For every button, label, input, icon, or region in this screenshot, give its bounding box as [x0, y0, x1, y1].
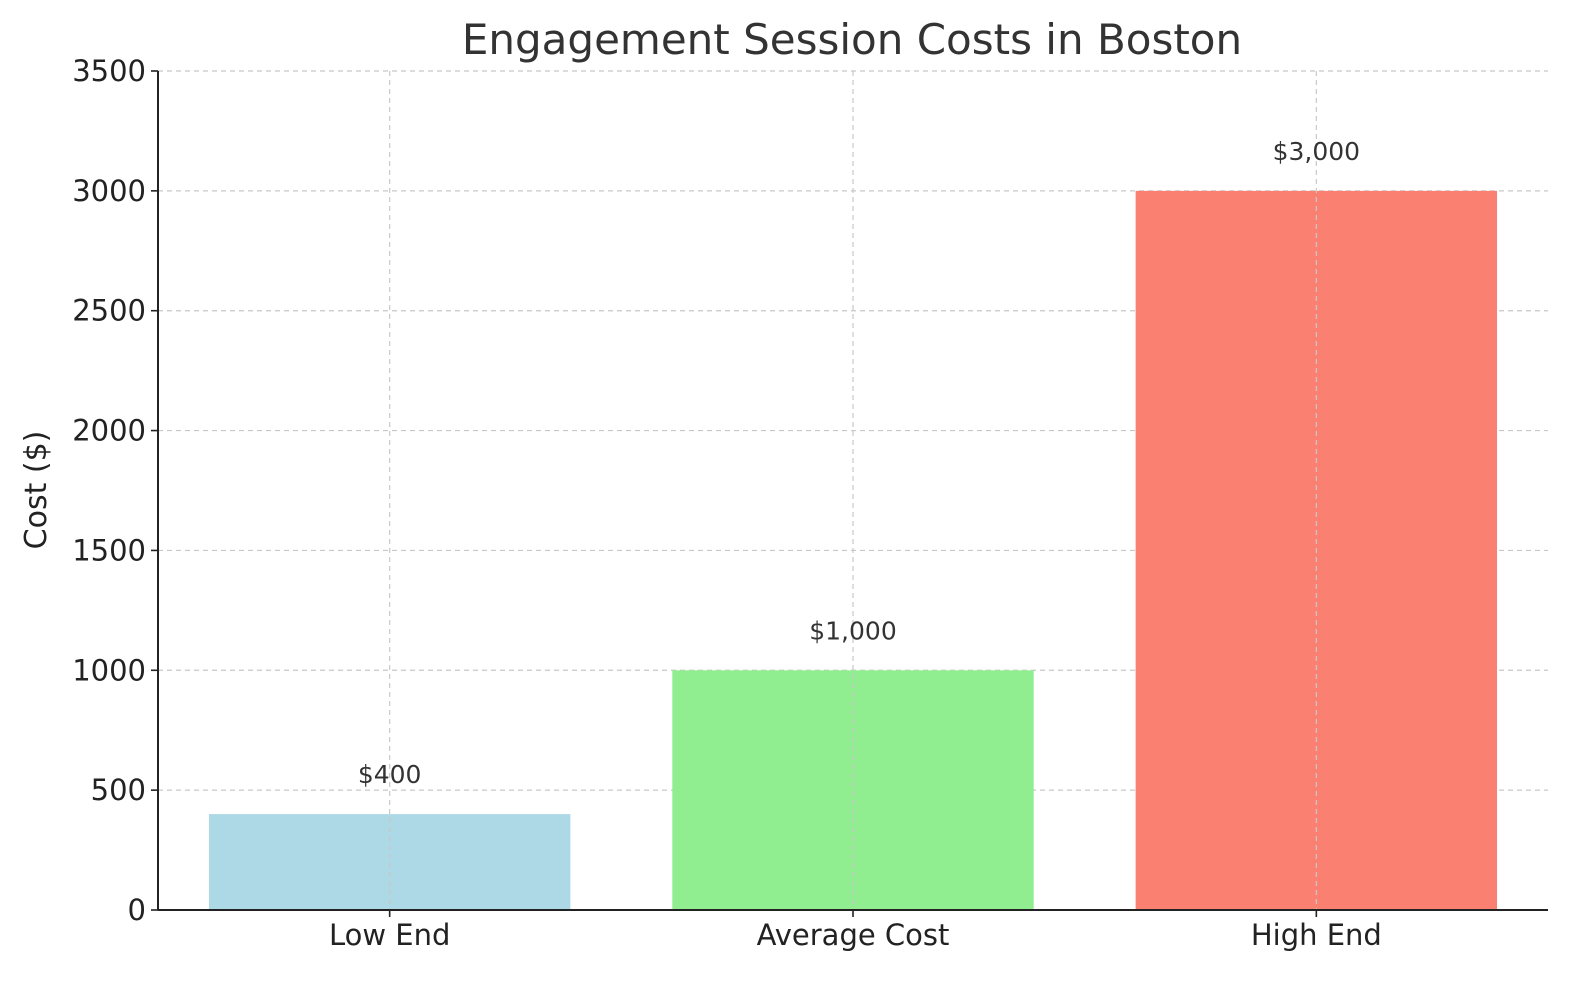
y-tick-label: 0	[128, 893, 146, 927]
chart-title: Engagement Session Costs in Boston	[462, 15, 1242, 64]
y-tick-label: 3000	[72, 174, 146, 208]
x-tick-label: Low End	[329, 918, 450, 952]
x-tick-label: High End	[1251, 918, 1382, 952]
y-tick-label: 3500	[72, 54, 146, 88]
y-axis-label: Cost ($)	[19, 431, 54, 550]
bar-value-label: $400	[358, 760, 422, 789]
x-tick-label: Average Cost	[757, 918, 950, 952]
ticks-layer: 0 500 1000 1500 2000 2500 3000 3500 Low End Avera…	[72, 54, 1382, 952]
value-labels-layer: $400 $1,000 $3,000	[358, 137, 1360, 789]
y-tick-label: 1000	[72, 653, 146, 687]
y-tick-label: 500	[91, 773, 146, 807]
y-tick-label: 1500	[72, 533, 146, 567]
bar-value-label: $3,000	[1273, 137, 1360, 166]
bar-value-label: $1,000	[809, 616, 896, 645]
y-tick-label: 2000	[72, 414, 146, 448]
y-tick-label: 2500	[72, 294, 146, 328]
